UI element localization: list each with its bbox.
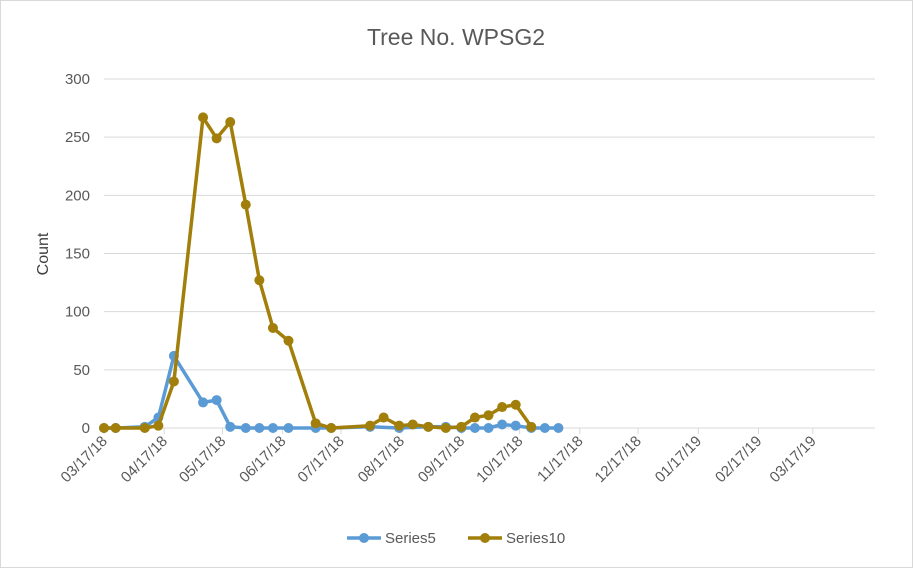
data-point	[510, 420, 521, 431]
data-point	[283, 423, 294, 433]
x-tick-label: 04/17/18	[118, 433, 171, 486]
legend: Series5 Series10	[347, 530, 565, 547]
y-axis-label: Count	[35, 232, 52, 275]
data-point	[510, 399, 521, 410]
y-tick-label: 0	[82, 420, 90, 437]
data-point	[225, 117, 236, 128]
x-tick-label: 11/17/18	[534, 433, 587, 486]
legend-item: Series5	[347, 530, 436, 547]
data-point	[240, 199, 251, 210]
gridlines	[104, 78, 875, 371]
chart-title: Tree No. WPSG2	[367, 24, 545, 50]
y-tick-label: 100	[65, 304, 90, 321]
data-point	[483, 410, 494, 421]
data-point	[440, 423, 451, 433]
data-point	[283, 335, 294, 346]
x-axis: 03/17/18 04/17/18 05/17/18 06/17/18 07/17/18…	[58, 427, 875, 486]
data-point	[497, 419, 508, 430]
legend-swatch-marker	[480, 533, 490, 543]
data-point	[254, 275, 265, 286]
legend-label: Series5	[385, 530, 436, 547]
data-point	[483, 423, 494, 433]
y-axis-ticks: 0 50 100 150 200 250 300	[65, 71, 90, 437]
data-point	[99, 423, 109, 433]
data-point	[168, 376, 179, 387]
data-point	[198, 397, 209, 408]
legend-label: Series10	[506, 530, 565, 547]
data-point	[211, 133, 222, 144]
data-point	[394, 420, 405, 431]
data-point	[456, 421, 467, 432]
data-point	[365, 420, 376, 431]
data-point	[267, 423, 278, 433]
x-tick-label: 06/17/18	[236, 433, 289, 486]
data-point	[326, 423, 337, 433]
data-point	[497, 402, 508, 413]
data-point	[225, 421, 236, 432]
x-tick-label: 05/17/18	[176, 433, 229, 486]
x-tick-label: 10/17/18	[473, 433, 526, 486]
legend-swatch-marker	[359, 533, 369, 543]
y-tick-label: 50	[73, 362, 90, 379]
y-tick-label: 250	[65, 129, 90, 146]
data-point	[240, 423, 251, 433]
data-point	[211, 395, 222, 406]
series-2	[99, 112, 537, 433]
x-tick-label: 03/17/19	[766, 433, 819, 486]
y-tick-label: 200	[65, 187, 90, 204]
x-tick-label: 08/17/18	[355, 433, 408, 486]
data-point	[310, 418, 321, 429]
x-tick-label: 03/17/18	[58, 433, 111, 486]
data-point	[553, 423, 564, 433]
data-point	[139, 423, 150, 433]
x-tick-label: 07/17/18	[294, 433, 347, 486]
data-point	[267, 322, 278, 333]
data-point	[198, 112, 209, 123]
x-tick-label: 12/17/18	[592, 433, 645, 486]
x-tick-label: 02/17/19	[712, 433, 765, 486]
data-point	[539, 423, 550, 433]
data-point	[423, 421, 434, 432]
data-point	[110, 423, 121, 433]
data-point	[254, 423, 265, 433]
data-point	[469, 412, 480, 423]
data-point	[469, 423, 480, 433]
data-point	[526, 421, 537, 432]
series-layer	[99, 112, 564, 433]
y-tick-label: 300	[65, 71, 90, 88]
legend-item: Series10	[468, 530, 565, 547]
data-point	[378, 412, 389, 423]
data-point	[407, 419, 418, 430]
x-tick-label: 09/17/18	[415, 433, 468, 486]
data-point	[153, 420, 164, 431]
y-tick-label: 150	[65, 246, 90, 263]
x-tick-label: 01/17/19	[652, 433, 705, 486]
